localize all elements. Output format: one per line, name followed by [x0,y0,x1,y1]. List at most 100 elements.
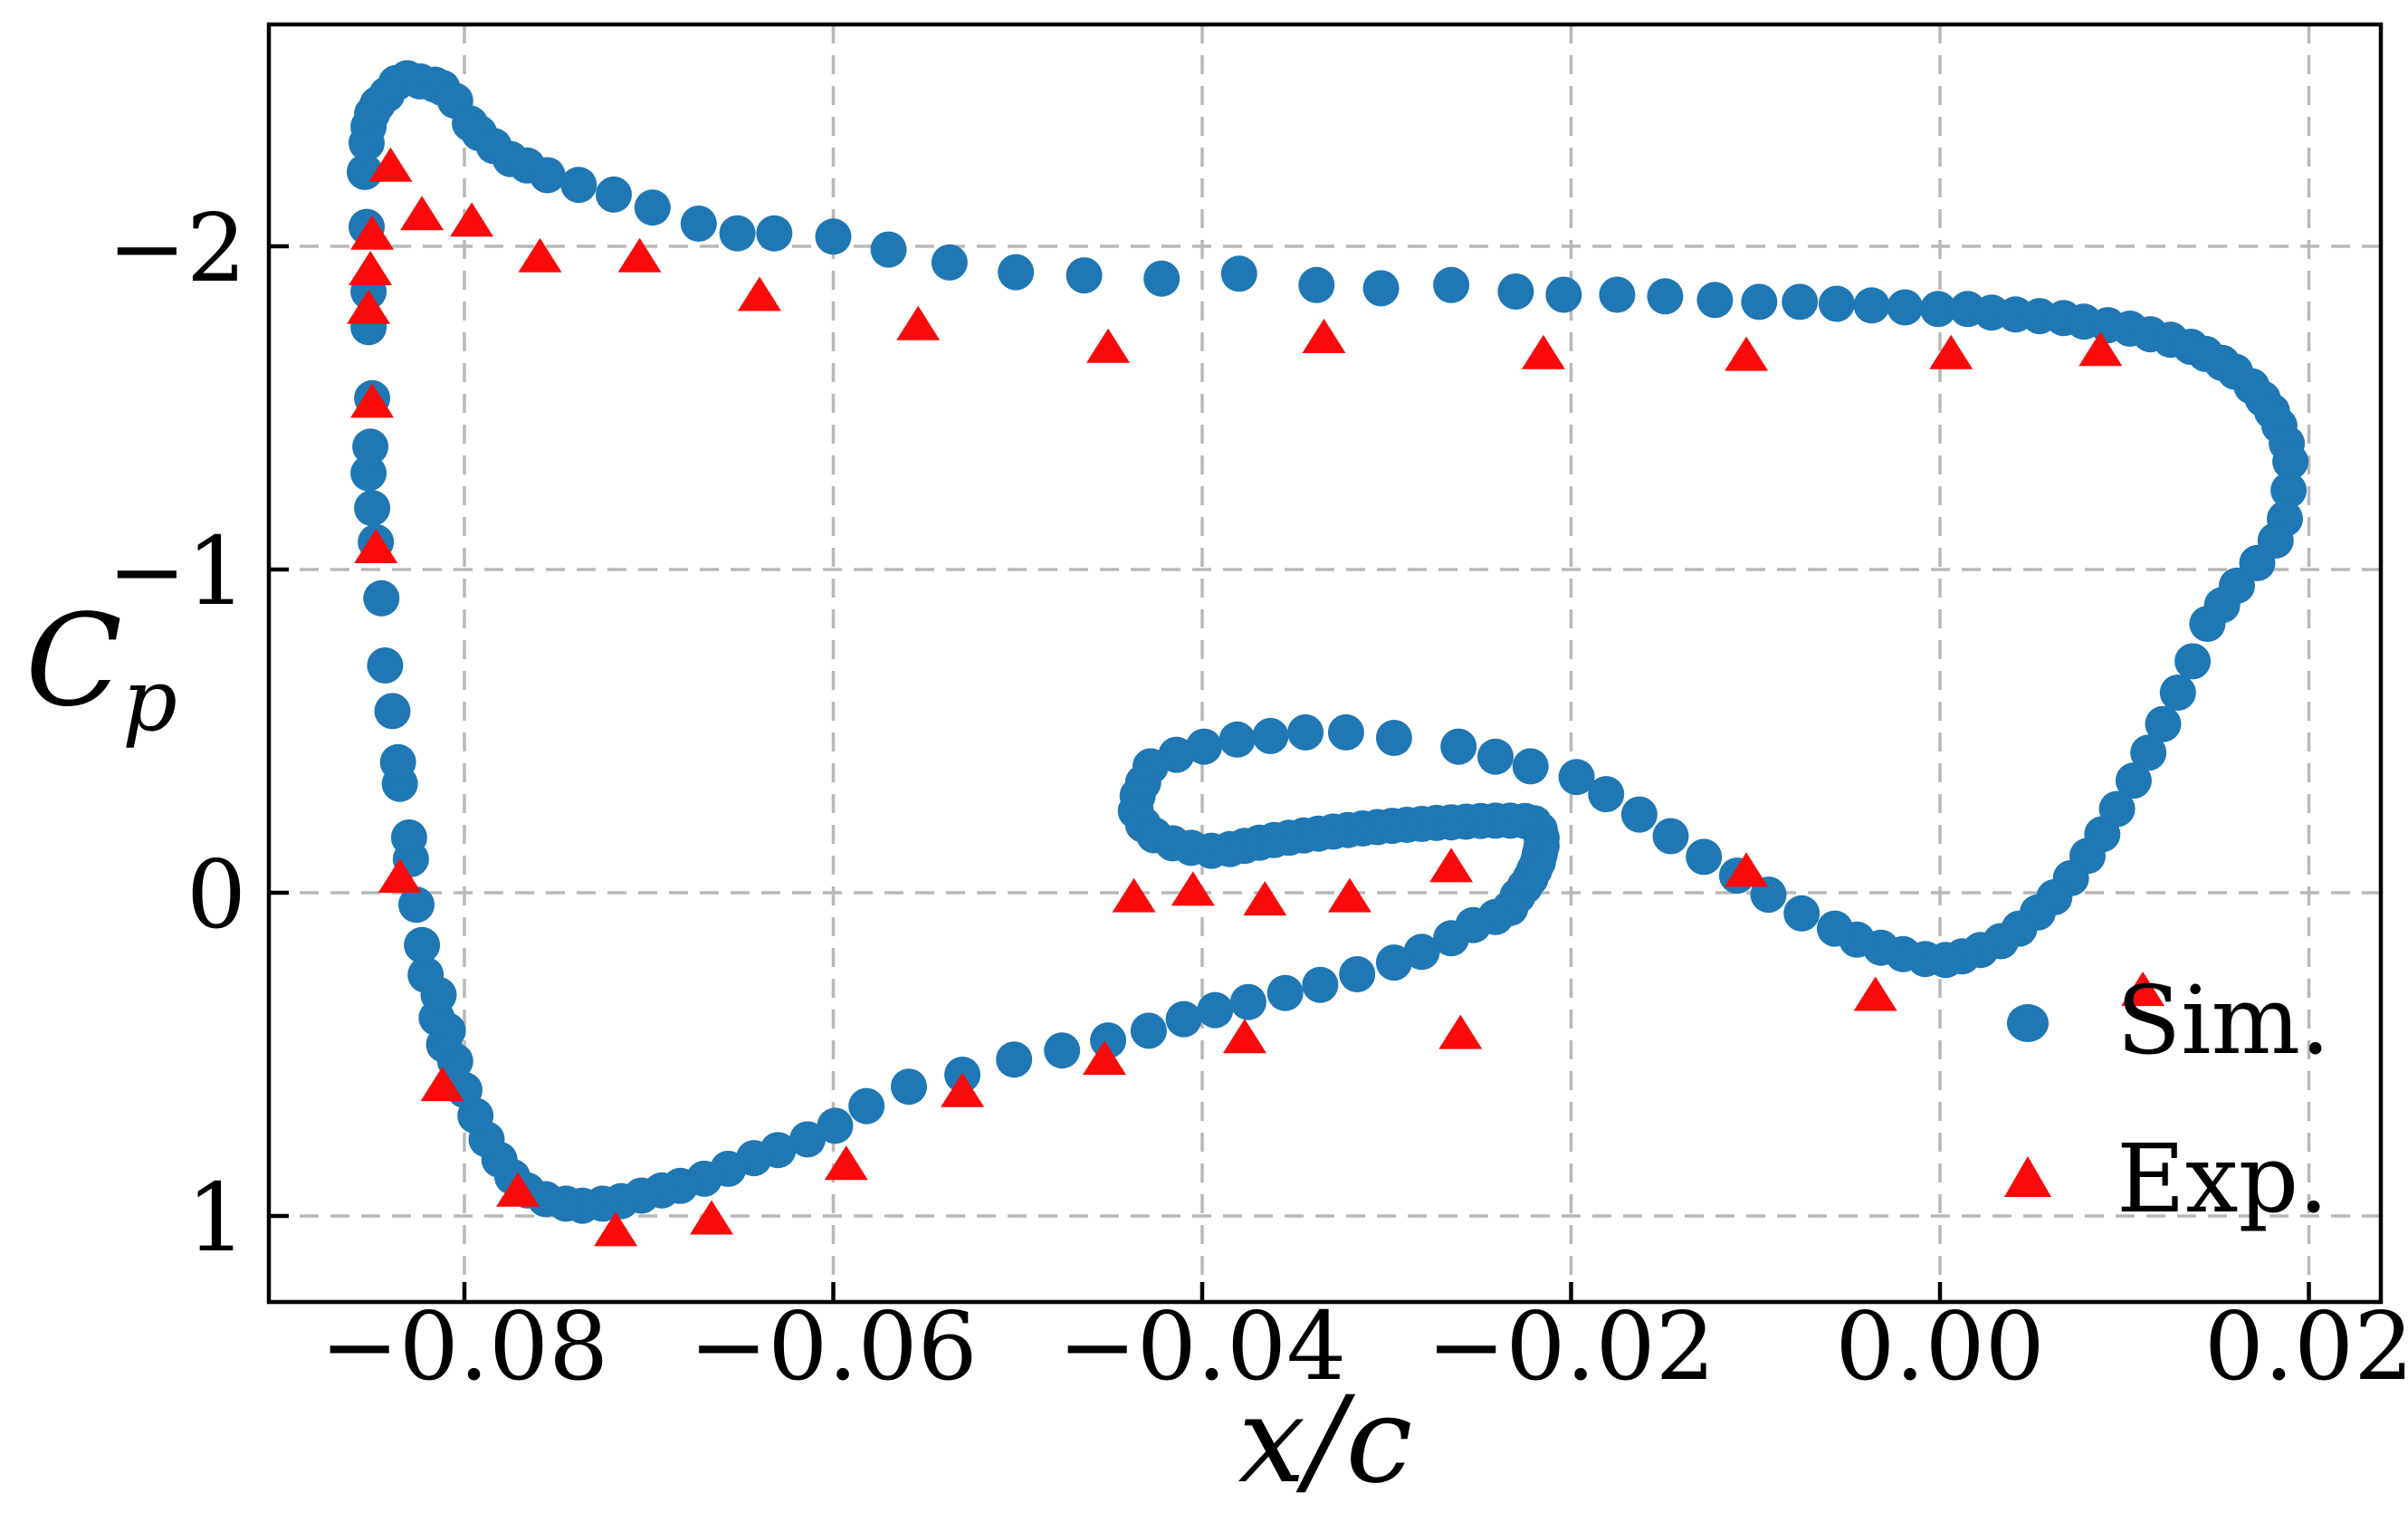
sim-data-point [1375,720,1412,756]
exp-data-point [1302,319,1346,353]
sim-data-point [1512,748,1549,785]
sim-data-point [1588,776,1625,813]
exp-data-point [1438,1014,1483,1049]
x-tick-label: 0.02 [2204,1291,2408,1402]
sim-data-point [1287,713,1324,751]
sim-data-point [1298,266,1335,303]
sim-data-point [1887,289,1924,326]
sim-data-point [1186,728,1222,765]
sim-data-point [1652,818,1689,855]
sim-data-point [1362,270,1400,307]
sim-data-point [1065,257,1103,294]
x-tick-label: −0.04 [1058,1291,1347,1402]
exp-data-point [738,276,781,311]
exp-data-point [349,251,393,285]
exp-data-point [1521,334,1565,369]
exp-data-point [1429,847,1474,883]
sim-data-point [1440,728,1477,765]
sim-data-point [560,167,597,204]
sim-data-point [404,926,441,963]
sim-data-point [1686,838,1723,876]
exp-data-point [896,305,941,340]
exp-data-point [377,858,422,894]
sim-data-point [1741,283,1778,321]
sim-data-point [1220,255,1257,292]
sim-data-point [1782,283,1819,321]
x-axis-label: x/c [1238,1371,1413,1510]
exp-data-point [1853,976,1897,1011]
y-tick-label: 0 [186,839,246,950]
sim-data-point [1229,983,1266,1020]
exp-data-point [2121,972,2165,1007]
sim-data-point [1375,944,1412,981]
exp-data-point [350,383,395,418]
legend-exp-label: Exp. [2117,1124,2328,1234]
legend-sim-marker-icon [2007,1004,2049,1042]
exp-data-point [941,1072,985,1107]
sim-data-point [2115,762,2152,799]
sim-data-point [870,231,907,268]
y-tick-label: −2 [108,193,246,303]
exp-data-point [690,1200,733,1235]
y-tick-label: 1 [186,1163,246,1273]
sim-data-point [1558,759,1595,796]
exp-data-point [1328,877,1371,913]
exp-data-point [368,147,413,182]
sim-data-point [1218,721,1256,758]
x-tick-label: −0.08 [320,1291,609,1402]
sim-data-point [1647,278,1684,315]
sim-data-point [789,1121,826,1158]
exp-data-point [400,196,444,231]
sim-data-point [1339,956,1376,992]
sim-data-point [2159,675,2196,711]
exp-data-point [1222,1019,1266,1054]
sim-data-point [1130,1012,1167,1049]
sim-data-point [815,218,852,255]
sim-data-point [2189,606,2226,642]
exp-data-point [518,237,562,273]
sim-data-point [1497,273,1534,310]
sim-data-point [848,1087,885,1125]
sim-data-point [891,1068,927,1106]
exp-data-point [420,1067,464,1102]
sim-data-point [596,176,632,213]
sim-data-point [2270,472,2308,509]
sim-data-point [634,189,671,226]
tick-layer [269,244,2311,1302]
sim-data-point [407,956,444,993]
sim-data-point [680,206,717,242]
exp-data-point [2078,331,2123,367]
axes-spines [266,22,2384,1305]
sim-data-point [2130,734,2167,771]
sim-data-point [817,1107,854,1144]
sim-data-point [1252,717,1289,754]
sim-data-point [398,886,435,924]
sim-data-point [1302,966,1339,1003]
y-tick-label: −1 [108,516,246,627]
sim-data-point [1044,1032,1081,1069]
exp-data-point [617,237,662,273]
sim-data-point [374,693,411,730]
exp-data-point [496,1172,540,1207]
exp-data-point [1171,871,1215,906]
sim-data-point [352,428,389,465]
legend-exp-marker-icon [2004,1156,2051,1197]
sim-data-point [1599,276,1636,313]
sim-data-point [1818,285,1855,322]
sim-data-point [1920,291,1956,328]
sim-data-point [363,579,400,617]
sim-data-point [1816,910,1853,947]
x-tick-label: 0.00 [1835,1291,2045,1402]
axes-frame-layer [266,22,2384,1305]
exp-data-point [594,1211,638,1247]
sim-data-point [756,215,793,252]
sim-data-point [1433,266,1470,303]
sim-data-point [350,455,387,492]
x-tick-label: −0.02 [1427,1291,1715,1402]
y-axis-label: Cp [25,588,177,751]
sim-data-point [2272,443,2309,480]
sim-data-point [2174,643,2212,680]
sim-data-point [1620,796,1658,833]
